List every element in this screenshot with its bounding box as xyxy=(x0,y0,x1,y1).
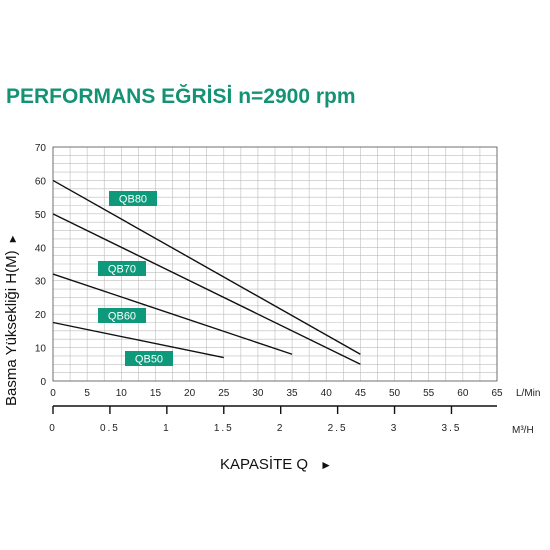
y-axis-label-text: Basma Yüksekliği H(M) xyxy=(3,250,20,406)
x-tick-label: 65 xyxy=(491,388,503,399)
y-tick-label: 30 xyxy=(35,277,47,288)
x-axis-ticks: 0 5 10 15 20 25 30 35 40 45 50 55 60 65 xyxy=(50,388,503,399)
series-line-qb60 xyxy=(52,273,293,355)
x-tick-label: 50 xyxy=(389,388,401,399)
series-tag-box xyxy=(109,191,157,206)
x-tick-label: 20 xyxy=(184,388,196,399)
x2-tick-label: 2.5 xyxy=(328,423,348,434)
y-axis-arrow: ► xyxy=(7,234,19,245)
plot-frame xyxy=(52,146,498,382)
series-tag-qb80: QB80 xyxy=(109,191,157,206)
plot-grid xyxy=(52,146,498,382)
y-axis-label: Basma Yüksekliği H(M) ► xyxy=(3,234,20,407)
series-tag-box xyxy=(125,351,173,366)
x2-tick-label: 3 xyxy=(391,423,399,434)
x-tick-label: 60 xyxy=(457,388,469,399)
series-tag-box xyxy=(98,308,146,323)
x-tick-label: 45 xyxy=(355,388,367,399)
x2-axis-unit: M³/H xyxy=(512,425,534,436)
x2-tick-label: 1.5 xyxy=(214,423,234,434)
series-tag-label: QB50 xyxy=(135,354,163,366)
x2-tick-label: 2 xyxy=(277,423,285,434)
series-tags: QB80 QB70 QB60 QB50 xyxy=(98,191,173,366)
series-tag-label: QB60 xyxy=(108,311,136,323)
x2-tick-label: 3.5 xyxy=(442,423,462,434)
x-axis-label: KAPASİTE Q ► xyxy=(220,455,332,473)
series-line-qb80 xyxy=(52,179,361,355)
y-tick-label: 70 xyxy=(35,143,47,154)
series-tag-qb50: QB50 xyxy=(125,351,173,366)
y-tick-label: 10 xyxy=(35,344,47,355)
x-tick-label: 40 xyxy=(321,388,333,399)
series-tag-label: QB80 xyxy=(119,194,147,206)
series-tag-qb70: QB70 xyxy=(98,261,146,276)
chart-title: PERFORMANS EĞRİSİ n=2900 rpm xyxy=(6,84,356,108)
secondary-x-axis: 0 0.5 1 1.5 2 2.5 3 3.5 xyxy=(49,405,497,434)
x-axis-arrow: ► xyxy=(320,458,332,472)
x-tick-label: 10 xyxy=(116,388,128,399)
series-tag-box xyxy=(98,261,146,276)
x-tick-label: 15 xyxy=(150,388,162,399)
x-axis-unit: L/Min xyxy=(516,388,540,399)
x-tick-label: 5 xyxy=(84,388,90,399)
y-tick-label: 20 xyxy=(35,310,47,321)
x-tick-label: 30 xyxy=(252,388,264,399)
y-tick-label: 40 xyxy=(35,243,47,254)
series-line-qb70 xyxy=(52,213,361,365)
series-tag-label: QB70 xyxy=(108,264,136,276)
x2-tick-label: 0 xyxy=(49,423,57,434)
x-tick-label: 35 xyxy=(287,388,299,399)
x-axis-label-text: KAPASİTE Q xyxy=(220,455,308,473)
y-tick-label: 50 xyxy=(35,210,47,221)
y-tick-label: 0 xyxy=(40,377,46,388)
x-tick-label: 55 xyxy=(423,388,435,399)
x2-tick-label: 1 xyxy=(163,423,171,434)
series-lines xyxy=(52,179,361,365)
x-tick-label: 25 xyxy=(218,388,230,399)
y-axis-ticks: 0 10 20 30 40 50 60 70 xyxy=(35,143,47,388)
x2-tick-label: 0.5 xyxy=(100,423,120,434)
y-tick-label: 60 xyxy=(35,176,47,187)
series-tag-qb60: QB60 xyxy=(98,308,146,323)
series-line-qb50 xyxy=(52,321,224,359)
x-tick-label: 0 xyxy=(50,388,56,399)
